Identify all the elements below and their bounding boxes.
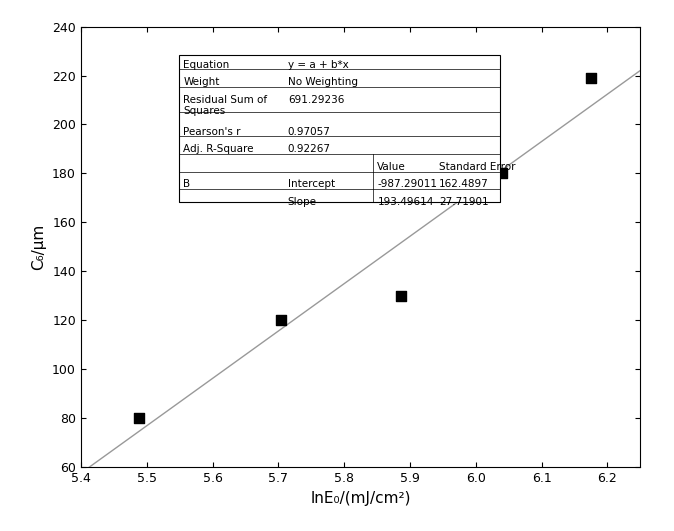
Text: Residual Sum of
Squares: Residual Sum of Squares xyxy=(183,95,268,116)
Text: Pearson's r: Pearson's r xyxy=(183,126,241,136)
Text: No Weighting: No Weighting xyxy=(288,77,358,87)
Text: -987.29011: -987.29011 xyxy=(377,179,437,190)
Text: 27.71901: 27.71901 xyxy=(439,197,489,207)
Point xyxy=(276,316,286,324)
Point xyxy=(497,169,508,178)
Text: 0.97057: 0.97057 xyxy=(288,126,331,136)
Text: B: B xyxy=(183,179,190,190)
Point xyxy=(586,74,596,82)
Text: Equation: Equation xyxy=(183,59,230,70)
Text: 193.49614: 193.49614 xyxy=(377,197,434,207)
Text: 162.4897: 162.4897 xyxy=(439,179,489,190)
Text: Value: Value xyxy=(377,162,406,172)
Text: Standard Error: Standard Error xyxy=(439,162,516,172)
Point xyxy=(396,292,406,300)
Point xyxy=(133,414,144,423)
Text: y = a + b*x: y = a + b*x xyxy=(288,59,348,70)
Text: 0.92267: 0.92267 xyxy=(288,144,331,154)
Text: Adj. R-Square: Adj. R-Square xyxy=(183,144,253,154)
Text: Slope: Slope xyxy=(288,197,317,207)
Y-axis label: C₆/μm: C₆/μm xyxy=(32,224,47,270)
Text: Weight: Weight xyxy=(183,77,220,87)
Text: Intercept: Intercept xyxy=(288,179,335,190)
Text: 691.29236: 691.29236 xyxy=(288,95,344,105)
X-axis label: lnE₀/(mJ/cm²): lnE₀/(mJ/cm²) xyxy=(310,491,411,506)
FancyBboxPatch shape xyxy=(179,55,500,202)
